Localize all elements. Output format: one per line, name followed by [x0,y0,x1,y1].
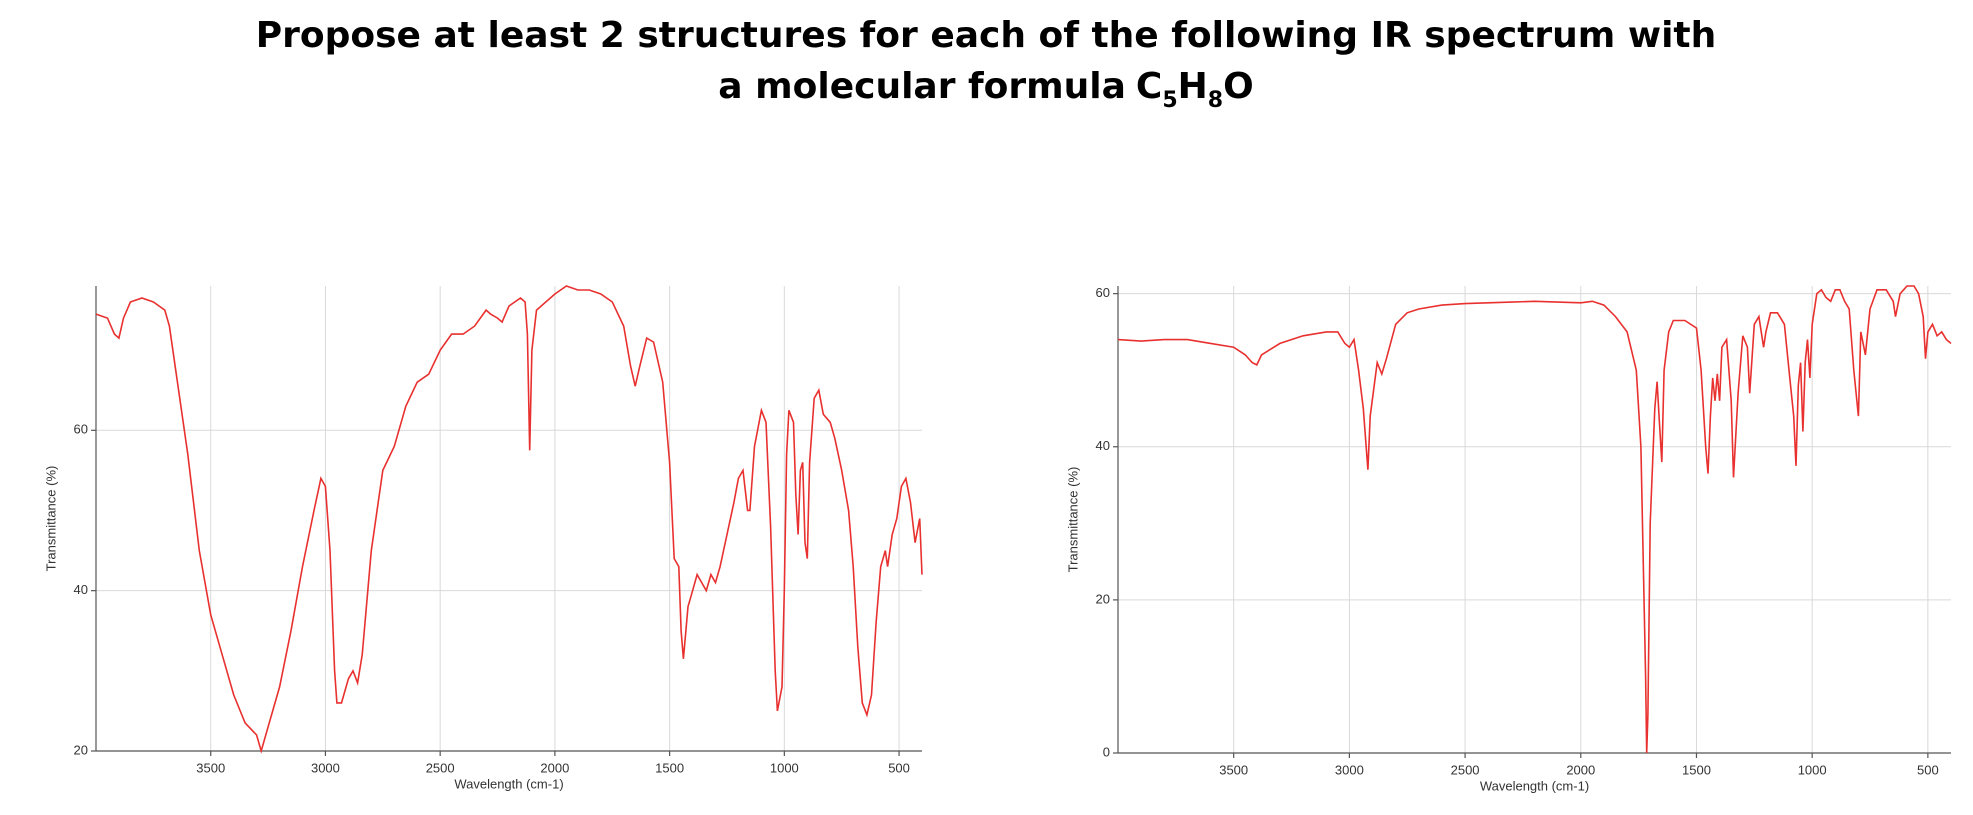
x-tick-label: 3000 [1335,762,1364,777]
y-tick-label: 20 [74,742,88,757]
x-tick-label: 2000 [540,760,569,775]
y-tick-label: 60 [74,422,88,437]
y-axis-label: Transmittance (%) [1065,467,1080,573]
formula-part: 5 [1162,88,1177,113]
x-tick-label: 1500 [1682,762,1711,777]
y-tick-label: 0 [1103,744,1110,759]
x-axis-label: Wavelength (cm-1) [1480,778,1589,793]
title-line-1: Propose at least 2 structures for each o… [256,15,1717,56]
y-axis-label: Transmittance (%) [43,466,58,572]
formula-part: O [1223,66,1254,107]
x-tick-label: 500 [1917,762,1939,777]
x-tick-label: 1500 [655,760,684,775]
spectrum-line [1117,285,1952,754]
y-tick-label: 40 [74,582,88,597]
x-tick-label: 2000 [1566,762,1595,777]
x-axis-label: Wavelength (cm-1) [454,776,563,791]
x-tick-label: 2500 [426,760,455,775]
title-text: a molecular formula [718,66,1126,107]
y-tick-label: 20 [1096,591,1110,606]
x-tick-label: 1000 [770,760,799,775]
x-tick-label: 1000 [1798,762,1827,777]
spectrum-line [95,285,923,754]
title-line-2: a molecular formula C5H8O [718,66,1253,113]
x-tick-label: 3000 [311,760,340,775]
y-tick-label: 40 [1096,438,1110,453]
x-tick-label: 500 [888,760,910,775]
formula-part: 8 [1208,88,1223,113]
y-tick-label: 60 [1096,285,1110,300]
x-tick-label: 3500 [196,760,225,775]
x-tick-label: 3500 [1219,762,1248,777]
x-tick-label: 2500 [1451,762,1480,777]
formula-part: H [1178,66,1208,107]
formula-part: C [1136,66,1162,107]
